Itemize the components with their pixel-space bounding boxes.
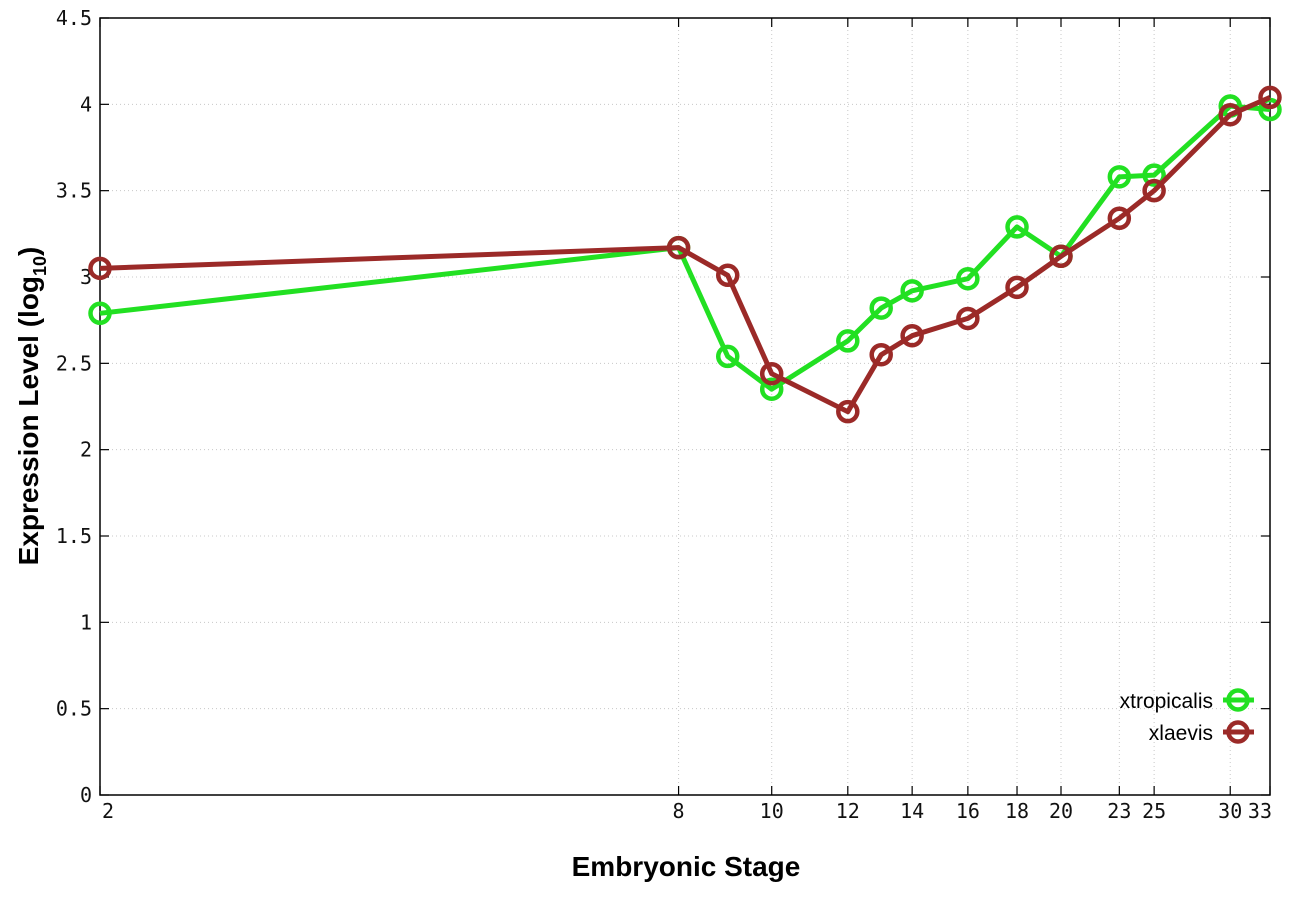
- data-point: [869, 296, 893, 320]
- x-tick-label: 16: [956, 799, 980, 823]
- data-point: [1107, 206, 1132, 231]
- y-axis-title-subscript: 10: [30, 256, 50, 276]
- data-point: [88, 256, 112, 281]
- x-tick-label: 2: [102, 799, 114, 823]
- y-tick-label: 2: [80, 438, 92, 462]
- series-xtropicalis: [88, 94, 1282, 401]
- x-tick-label: 10: [760, 799, 784, 823]
- y-tick-label: 4.5: [56, 6, 92, 30]
- x-tick-label: 8: [673, 799, 685, 823]
- data-point: [759, 377, 784, 401]
- x-tick-label: 25: [1142, 799, 1166, 823]
- y-axis-title-main: Expression Level (log: [13, 276, 44, 565]
- y-tick-label: 1.5: [56, 524, 92, 548]
- data-point: [88, 301, 112, 326]
- data-point: [836, 329, 860, 353]
- y-axis-title: Expression Level (log10): [13, 247, 50, 566]
- y-tick-label: 2.5: [56, 351, 92, 375]
- y-tick-label: 3.5: [56, 179, 92, 203]
- series-xlaevis: [88, 85, 1282, 424]
- data-point: [1218, 102, 1242, 127]
- data-point: [666, 235, 691, 260]
- data-point: [836, 399, 860, 424]
- legend-swatch-marker: [1226, 688, 1250, 712]
- series-layer: [88, 85, 1282, 424]
- ticks: [99, 17, 1271, 796]
- legend-label: xlaevis: [1149, 722, 1213, 745]
- data-point: [1049, 244, 1073, 269]
- data-point: [900, 279, 924, 303]
- data-point: [1005, 275, 1029, 300]
- x-tick-label: 12: [836, 799, 860, 823]
- series-line: [99, 103, 1271, 392]
- x-tick-label: 33: [1248, 799, 1272, 823]
- x-tick-label: 14: [900, 799, 924, 823]
- legend-label: xtropicalis: [1120, 690, 1213, 713]
- data-point: [956, 306, 980, 331]
- data-point: [1005, 215, 1029, 239]
- y-tick-label: 0.5: [56, 697, 92, 721]
- data-point: [715, 263, 740, 288]
- x-tick-label: 23: [1107, 799, 1131, 823]
- data-point: [715, 344, 740, 369]
- data-point: [1107, 165, 1132, 189]
- tick-labels: 00.511.522.533.544.52 8 10 12 14 16 18 20 23 25 30…: [56, 6, 1272, 823]
- x-tick-label: 18: [1005, 799, 1029, 823]
- y-axis-title-close: ): [13, 247, 44, 256]
- legend: xtropicalis xlaevis: [1120, 688, 1254, 745]
- x-tick-label: 20: [1049, 799, 1073, 823]
- data-point: [1142, 178, 1166, 203]
- y-tick-label: 4: [80, 92, 92, 116]
- data-point: [759, 361, 784, 386]
- data-point: [869, 342, 893, 367]
- x-tick-label: 30: [1218, 799, 1242, 823]
- grid: [100, 18, 1270, 795]
- legend-swatch-marker: [1226, 720, 1250, 744]
- y-tick-label: 0: [80, 783, 92, 807]
- x-axis-title: Embryonic Stage: [572, 851, 801, 882]
- data-point: [1258, 85, 1282, 110]
- data-point: [1142, 163, 1166, 187]
- y-tick-label: 1: [80, 610, 92, 634]
- plot-frame: [99, 17, 1271, 796]
- data-point: [956, 266, 980, 291]
- data-point: [900, 323, 924, 348]
